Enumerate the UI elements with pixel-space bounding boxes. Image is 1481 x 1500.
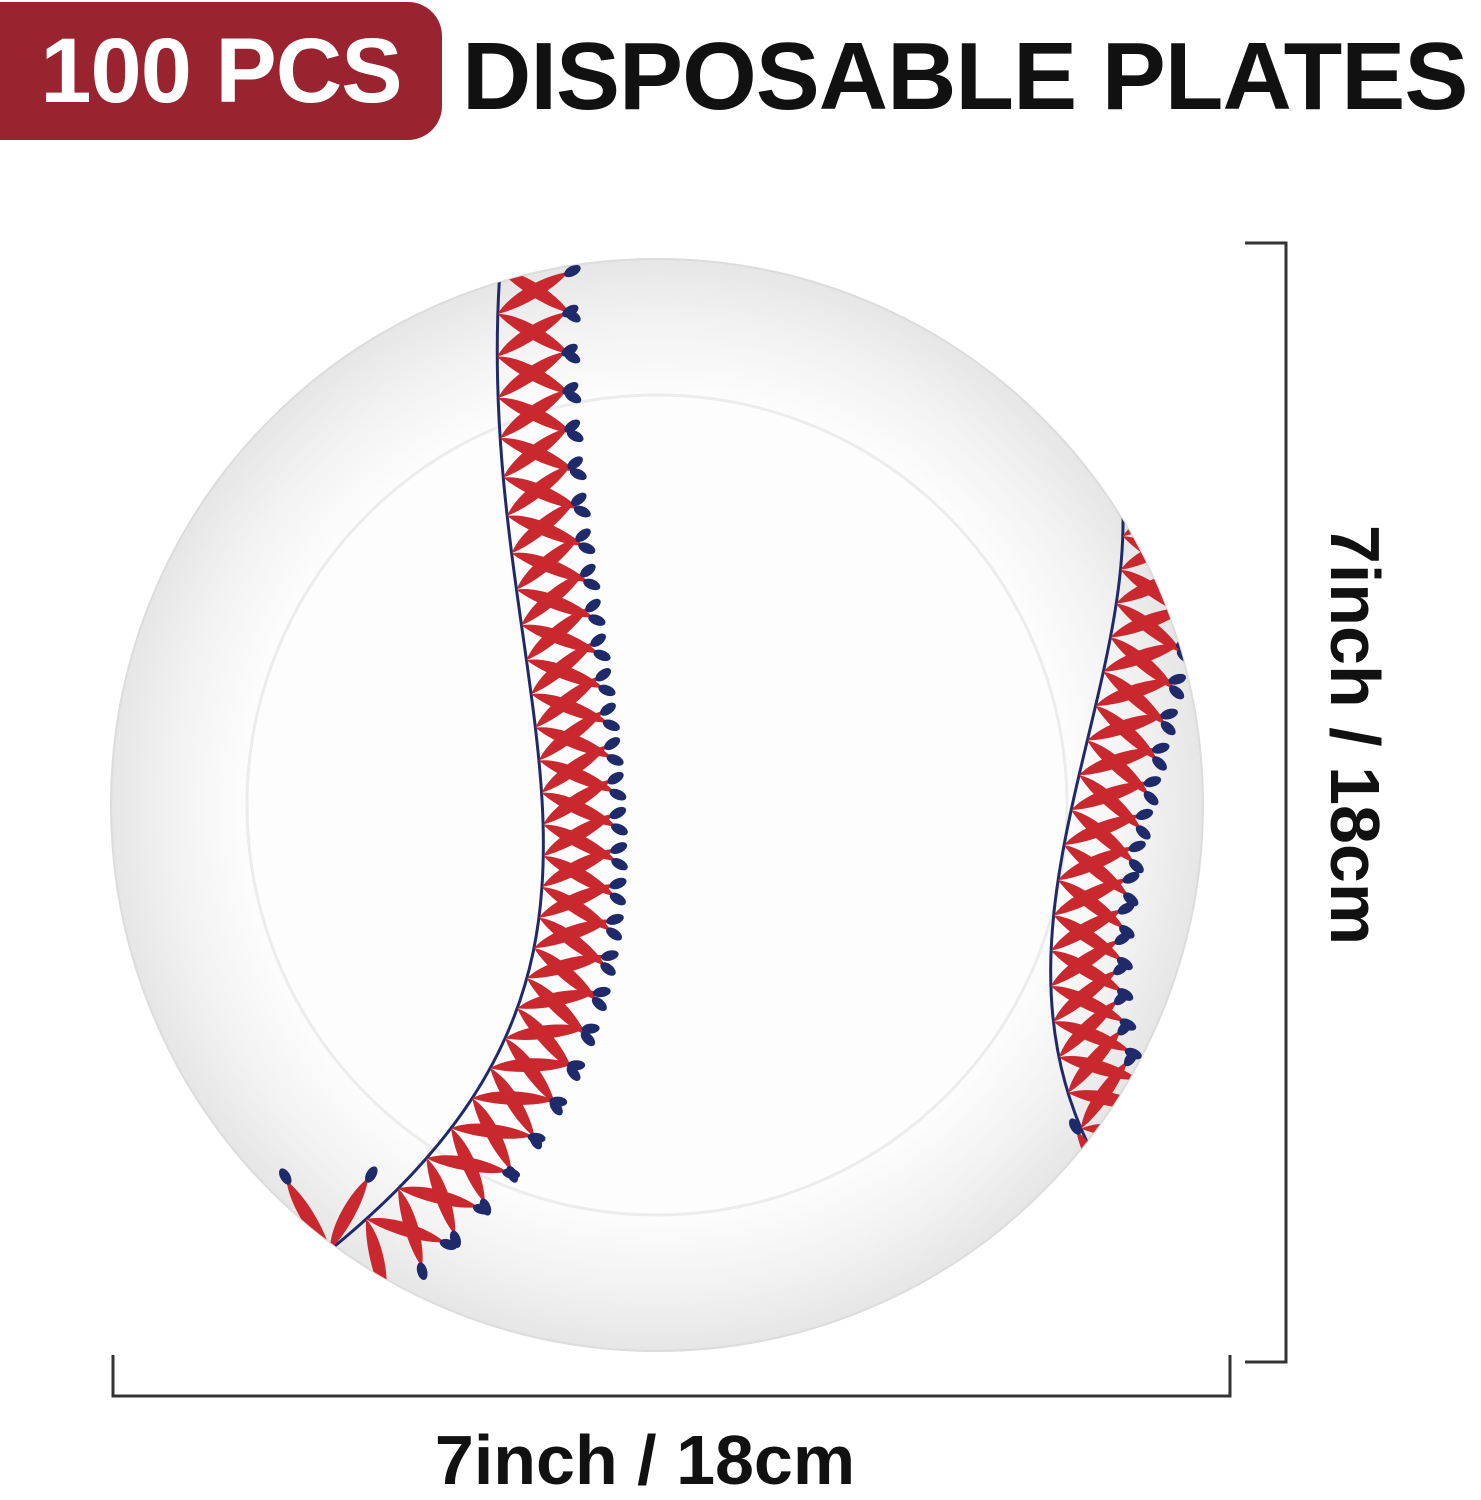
left-seam-stitch: [538, 702, 616, 761]
right-seam-stitch: [1068, 1020, 1132, 1093]
right-seam-stitch: [1079, 742, 1170, 776]
left-seam-stitch: [498, 343, 578, 398]
right-seam-stitch: [1058, 840, 1146, 881]
product-title: DISPOSABLE PLATES: [462, 23, 1468, 130]
left-seam-stitch: [497, 264, 581, 314]
left-seam-stitch: [521, 563, 596, 626]
left-seam-stitch: [538, 877, 627, 918]
left-seam-stitch: [503, 419, 581, 478]
left-seam-stitch: [542, 842, 628, 887]
left-seam-stitch: [505, 1023, 600, 1040]
left-seam-stitch: [507, 456, 583, 516]
left-seam-stitch: [531, 693, 620, 732]
left-seam-stitch: [526, 978, 596, 1047]
right-seam-stitch: [1098, 1155, 1194, 1169]
left-seam-stitch: [279, 1168, 330, 1250]
left-seam-stitch: [490, 1058, 586, 1072]
left-seam-stitch: [531, 633, 606, 695]
right-seam-stitch: [1058, 991, 1129, 1058]
left-seam-stitch: [511, 492, 587, 554]
left-seam-stitch: [533, 913, 624, 949]
right-seam-stitch: [1120, 469, 1203, 508]
left-seam-stitch: [543, 806, 627, 856]
right-seam-stitch: [1071, 776, 1162, 811]
quantity-badge-text: 100 PCS: [40, 19, 402, 122]
right-seam-stitch: [1119, 1116, 1168, 1200]
left-seam-stitch: [533, 948, 607, 1012]
right-seam-stitch: [1050, 932, 1131, 987]
left-seam-stitch: [516, 528, 591, 590]
left-seam-thread: [329, 269, 545, 1252]
left-seam-stitch: [500, 382, 579, 439]
left-seam-stitch: [517, 1008, 581, 1081]
right-seam-stitch: [1053, 871, 1140, 916]
right-seam-stitch: [1080, 1050, 1138, 1129]
right-seam-stitch: [1079, 775, 1151, 840]
right-seam-stitch: [1120, 410, 1196, 470]
right-seam-stitch: [1122, 449, 1203, 503]
left-seam-stitch: [542, 886, 623, 941]
left-seam-stitch: [517, 986, 611, 1009]
width-label: 7inch / 18cm: [434, 1421, 856, 1499]
left-seam-stitch: [543, 771, 624, 825]
left-seam-stitch: [329, 1166, 378, 1250]
left-seam-stitch: [526, 598, 601, 661]
left-seam-stitch: [526, 950, 619, 979]
height-label: 7inch / 18cm: [1316, 524, 1394, 946]
right-seam-stitch: [1064, 808, 1154, 846]
right-seam-stitch: [1122, 488, 1203, 537]
right-seam-stitch: [1087, 708, 1178, 741]
right-seam-stitch: [1095, 673, 1187, 706]
plate-well: [245, 393, 1069, 1217]
left-seam-stitch: [535, 727, 624, 766]
left-seam-stitch: [541, 737, 621, 793]
quantity-badge: 100 PCS: [0, 2, 442, 140]
height-dimension-line: [1245, 241, 1288, 1364]
left-seam-stitch: [366, 1218, 458, 1250]
right-seam-stitch: [1051, 902, 1135, 951]
left-seam-stitch: [497, 304, 579, 357]
left-seam-stitch: [451, 1123, 546, 1143]
left-seam-stitch: [398, 1186, 491, 1215]
left-seam-stitch: [538, 917, 616, 976]
width-dimension-line: [111, 1355, 1232, 1398]
left-seam-stitch: [526, 659, 616, 697]
right-seam-stitch: [1053, 961, 1129, 1022]
left-seam-stitch: [535, 668, 612, 728]
left-seam-stitch: [472, 1091, 568, 1107]
left-seam-stitch: [426, 1155, 521, 1179]
right-seam-thread: [1049, 469, 1125, 1201]
left-seam-stitch: [543, 855, 626, 906]
